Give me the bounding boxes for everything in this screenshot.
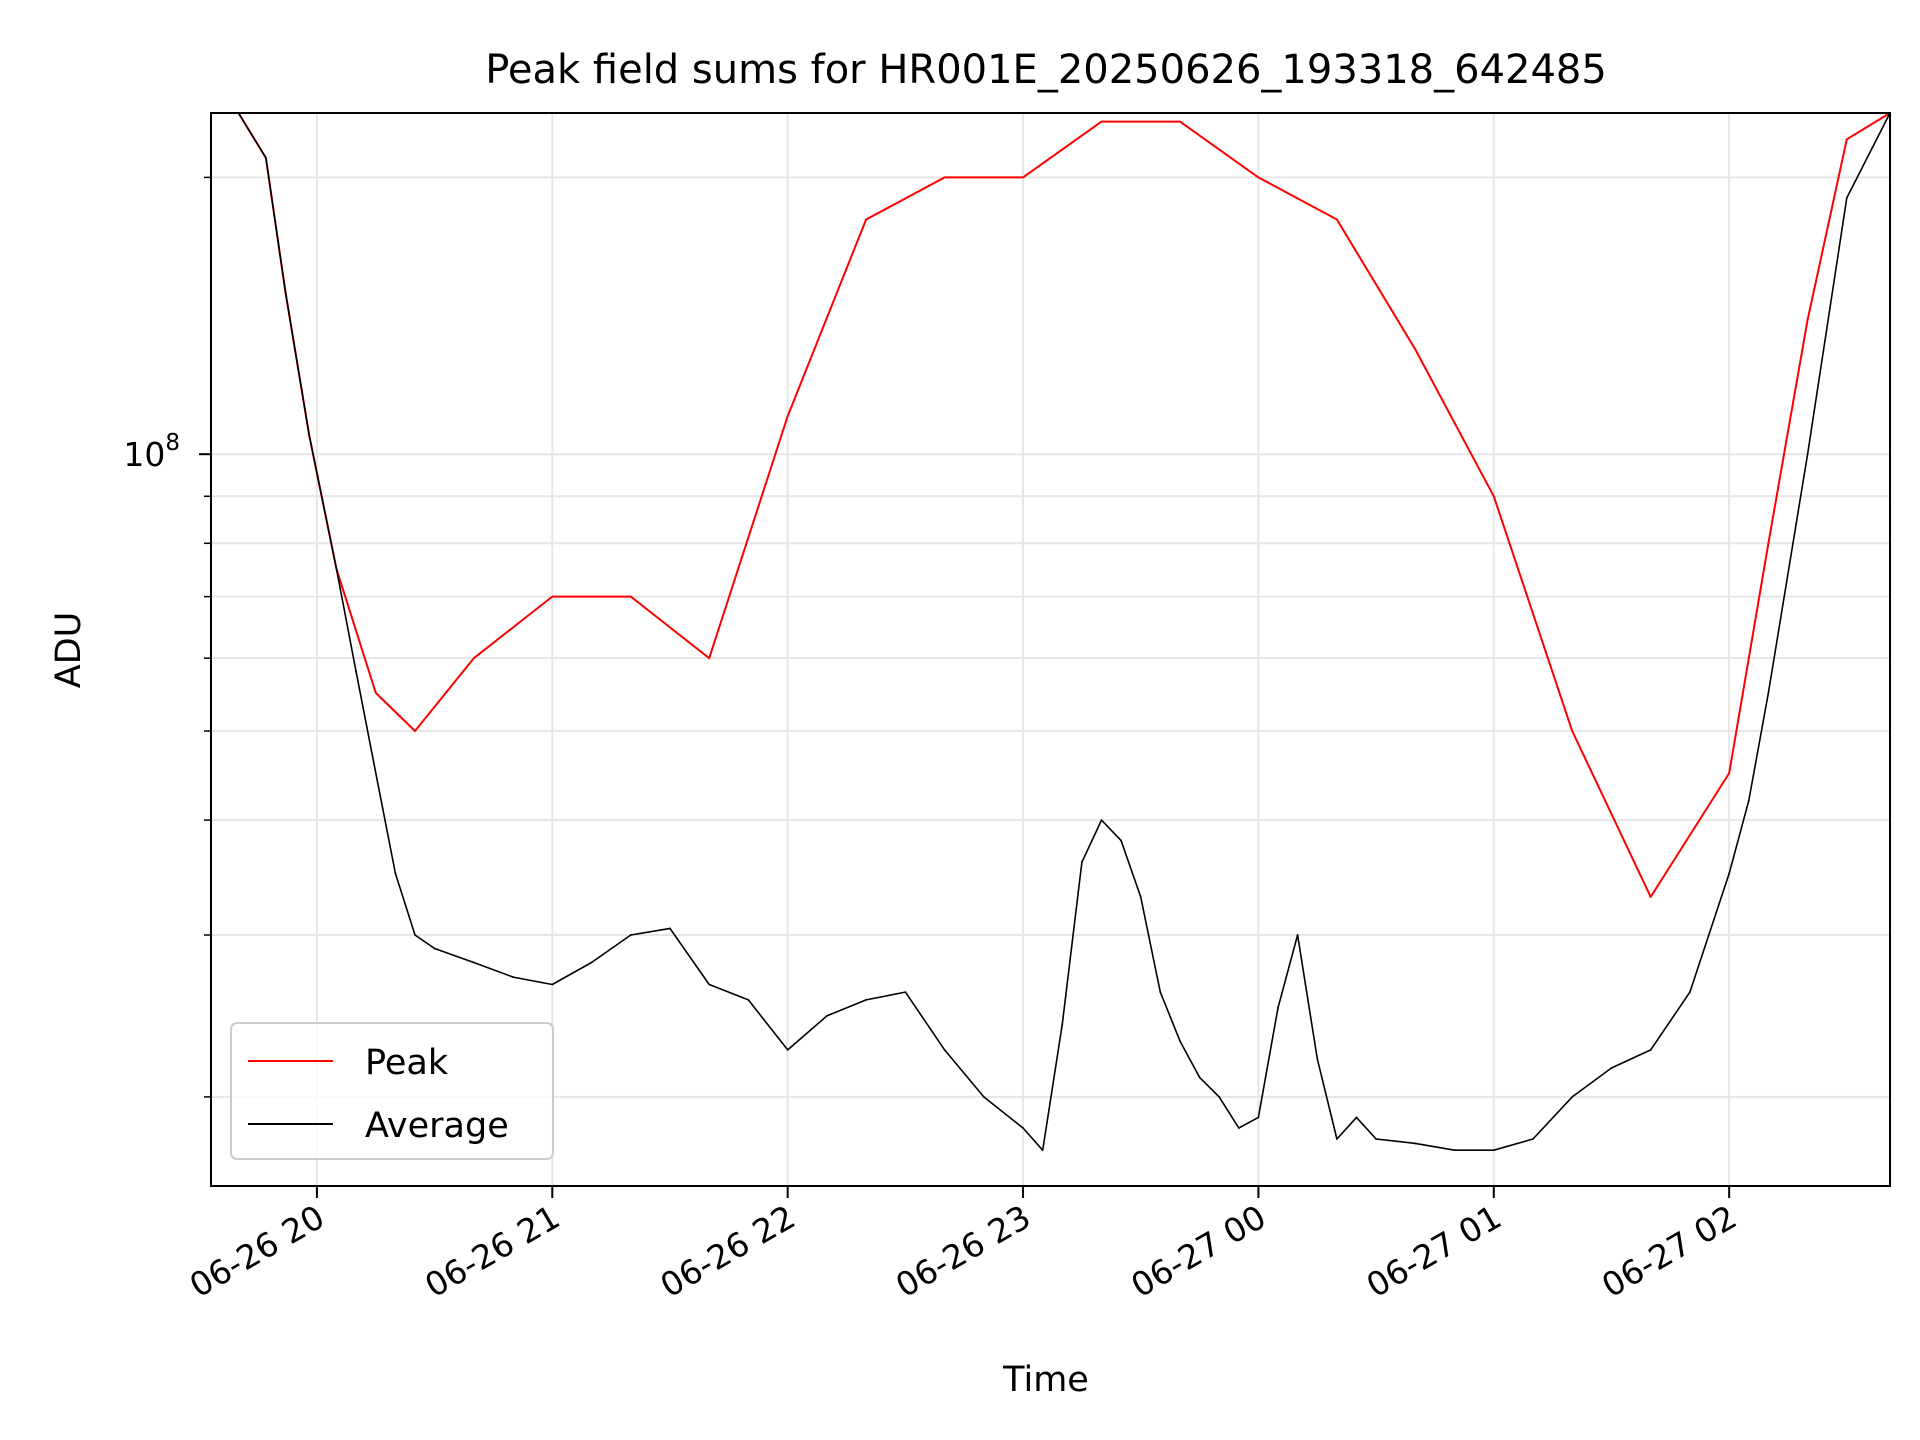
x-axis-label: Time — [1002, 1360, 1089, 1400]
data-point-peak — [1767, 542, 1770, 545]
data-point-average — [335, 568, 338, 570]
data-point-peak — [1179, 120, 1181, 123]
series-line-average — [211, 112, 1891, 1151]
data-point-average — [512, 976, 514, 978]
data-point-peak — [1022, 176, 1024, 179]
data-point-peak — [1728, 772, 1731, 774]
data-point-peak — [786, 415, 789, 417]
y-axis-label: ADU — [49, 612, 89, 689]
data-point-peak — [943, 176, 946, 179]
data-point-average — [472, 961, 475, 964]
data-point-average — [590, 961, 593, 964]
data-point-average — [1061, 1023, 1064, 1025]
data-point-average — [1355, 1116, 1358, 1119]
data-point-peak — [1336, 218, 1338, 221]
data-point-average — [284, 291, 287, 294]
data-point-average — [747, 999, 750, 1001]
data-point-average — [1453, 1149, 1456, 1152]
data-point-peak — [414, 730, 416, 732]
data-point-average — [1767, 692, 1770, 694]
data-point-average — [1081, 861, 1083, 864]
plot-frame — [210, 112, 1891, 1187]
data-point-average — [826, 1015, 828, 1017]
data-point-peak — [1806, 318, 1809, 321]
data-point-average — [1022, 1127, 1024, 1129]
data-point-average — [708, 983, 711, 986]
data-point-average — [1100, 819, 1103, 821]
data-point-peak — [374, 692, 377, 694]
data-point-average — [629, 934, 632, 936]
data-point-peak — [1257, 176, 1260, 179]
data-point-average — [1159, 991, 1162, 993]
legend-average-label: Average — [365, 1106, 509, 1146]
data-point-average — [982, 1096, 985, 1098]
data-point-average — [414, 934, 416, 936]
legend: Peak Average — [230, 1022, 554, 1160]
data-point-peak — [1571, 730, 1574, 732]
data-point-average — [1728, 872, 1731, 875]
data-point-average — [551, 983, 554, 986]
data-point-average — [1532, 1138, 1534, 1140]
data-point-average — [1296, 934, 1299, 936]
data-point-peak — [1649, 896, 1652, 898]
data-point-average — [1649, 1049, 1652, 1051]
data-point-average — [1139, 896, 1142, 898]
data-point-average — [904, 991, 907, 993]
data-point-average — [943, 1049, 946, 1051]
data-point-average — [669, 927, 671, 930]
data-point-average — [1336, 1138, 1338, 1140]
data-point-average — [1375, 1138, 1377, 1140]
data-point-peak — [1100, 120, 1103, 123]
data-point-average — [1041, 1149, 1044, 1152]
data-point-average — [1237, 1127, 1240, 1129]
data-point-average — [308, 433, 310, 436]
data-point-peak — [1492, 495, 1495, 498]
data-point-average — [265, 157, 267, 159]
data-point-average — [1316, 1057, 1319, 1060]
data-point-average — [433, 947, 436, 950]
data-point-peak — [708, 657, 711, 660]
legend-peak-label: Peak — [365, 1043, 449, 1083]
data-point-peak — [865, 218, 867, 221]
data-point-average — [1571, 1096, 1574, 1098]
data-point-peak — [629, 595, 632, 598]
data-point-average — [1610, 1067, 1613, 1069]
data-point-peak — [551, 595, 554, 598]
data-point-average — [1120, 839, 1122, 842]
data-point-average — [1218, 1096, 1221, 1098]
data-point-average — [374, 772, 377, 774]
data-point-peak — [472, 657, 475, 660]
data-point-average — [786, 1049, 789, 1051]
data-point-peak — [1414, 348, 1417, 351]
data-point-average — [1806, 453, 1809, 456]
chart-title: Peak field sums for HR001E_20250626_1933… — [485, 47, 1607, 93]
data-point-average — [394, 872, 397, 875]
data-point-average — [1414, 1142, 1417, 1145]
data-point-average — [1198, 1076, 1201, 1079]
data-point-average — [1277, 1006, 1279, 1009]
data-point-average — [1179, 1040, 1181, 1042]
data-point-average — [1747, 799, 1750, 802]
data-point-average — [1845, 197, 1848, 199]
data-point-peak — [1845, 138, 1848, 141]
data-point-average — [1492, 1149, 1495, 1152]
data-point-average — [355, 670, 357, 673]
data-point-average — [865, 999, 867, 1001]
data-point-average — [1689, 991, 1691, 993]
data-point-average — [1257, 1116, 1260, 1119]
